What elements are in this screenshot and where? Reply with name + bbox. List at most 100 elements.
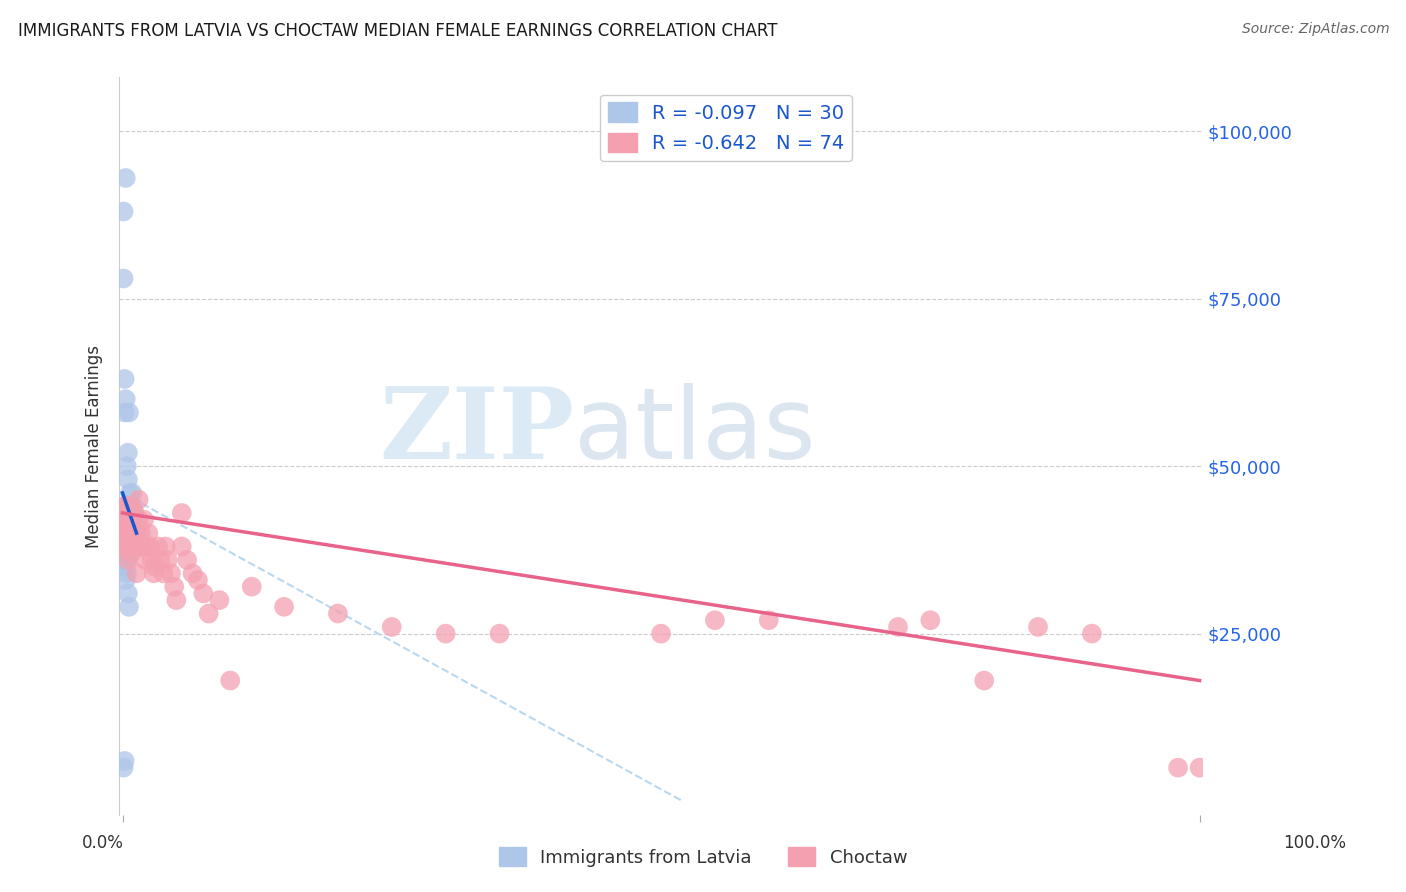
Point xyxy=(112,500,135,514)
Point xyxy=(1167,761,1189,775)
Point xyxy=(156,553,179,567)
Point xyxy=(114,540,136,554)
Point xyxy=(114,500,136,514)
Point xyxy=(120,546,142,560)
Point xyxy=(114,513,136,527)
Point xyxy=(115,500,138,514)
Point xyxy=(114,372,136,386)
Point xyxy=(128,513,150,527)
Point xyxy=(117,506,139,520)
Point xyxy=(114,573,136,587)
Point xyxy=(117,553,139,567)
Point xyxy=(132,513,155,527)
Legend: Immigrants from Latvia, Choctaw: Immigrants from Latvia, Choctaw xyxy=(492,840,914,874)
Point xyxy=(114,540,136,554)
Point xyxy=(187,573,209,587)
Point xyxy=(115,553,138,567)
Point xyxy=(650,626,672,640)
Point xyxy=(125,566,148,581)
Text: atlas: atlas xyxy=(575,383,815,480)
Point xyxy=(146,540,169,554)
Point xyxy=(703,613,725,627)
Point xyxy=(118,405,141,419)
Point xyxy=(118,513,141,527)
Text: ZIP: ZIP xyxy=(380,383,575,480)
Point xyxy=(121,540,143,554)
Point xyxy=(1081,626,1104,640)
Point xyxy=(118,486,141,500)
Point xyxy=(124,506,146,520)
Point xyxy=(129,526,152,541)
Point xyxy=(181,566,204,581)
Point xyxy=(920,613,942,627)
Point xyxy=(117,526,139,541)
Point xyxy=(117,473,139,487)
Point xyxy=(114,754,136,768)
Point xyxy=(758,613,780,627)
Point xyxy=(122,500,145,514)
Point xyxy=(128,540,150,554)
Point xyxy=(138,540,160,554)
Point xyxy=(120,526,142,541)
Point xyxy=(117,586,139,600)
Point xyxy=(114,519,136,533)
Point xyxy=(118,500,141,514)
Point xyxy=(488,626,510,640)
Point xyxy=(163,580,186,594)
Point xyxy=(112,526,135,541)
Point xyxy=(122,519,145,533)
Point xyxy=(122,540,145,554)
Point xyxy=(115,459,138,474)
Point xyxy=(134,553,156,567)
Point xyxy=(120,500,142,514)
Point xyxy=(127,519,149,533)
Point xyxy=(208,593,231,607)
Point xyxy=(112,204,135,219)
Y-axis label: Median Female Earnings: Median Female Earnings xyxy=(86,344,103,548)
Point xyxy=(124,533,146,547)
Point xyxy=(197,607,219,621)
Point xyxy=(114,506,136,520)
Point xyxy=(240,580,263,594)
Point xyxy=(114,171,136,186)
Point xyxy=(149,553,172,567)
Point xyxy=(118,540,141,554)
Point xyxy=(326,607,349,621)
Point xyxy=(170,506,193,520)
Point xyxy=(973,673,995,688)
Point xyxy=(114,559,136,574)
Point xyxy=(112,271,135,285)
Point xyxy=(124,526,146,541)
Point xyxy=(112,761,135,775)
Point xyxy=(887,620,910,634)
Point xyxy=(114,405,136,419)
Text: 0.0%: 0.0% xyxy=(82,834,124,852)
Point xyxy=(124,526,146,541)
Point xyxy=(155,540,177,554)
Point xyxy=(114,392,136,406)
Point xyxy=(165,593,187,607)
Point xyxy=(138,526,160,541)
Point xyxy=(160,566,183,581)
Point xyxy=(141,553,163,567)
Point xyxy=(273,599,295,614)
Point xyxy=(114,540,136,554)
Point xyxy=(434,626,457,640)
Point xyxy=(381,620,404,634)
Point xyxy=(219,673,242,688)
Point xyxy=(124,506,146,520)
Point xyxy=(131,540,153,554)
Point xyxy=(128,492,150,507)
Point xyxy=(115,533,138,547)
Text: IMMIGRANTS FROM LATVIA VS CHOCTAW MEDIAN FEMALE EARNINGS CORRELATION CHART: IMMIGRANTS FROM LATVIA VS CHOCTAW MEDIAN… xyxy=(18,22,778,40)
Point xyxy=(121,486,143,500)
Point xyxy=(1026,620,1049,634)
Point xyxy=(152,566,174,581)
Text: 100.0%: 100.0% xyxy=(1284,834,1346,852)
Point xyxy=(117,446,139,460)
Point xyxy=(112,540,135,554)
Point xyxy=(115,566,138,581)
Point xyxy=(170,540,193,554)
Point xyxy=(118,599,141,614)
Point xyxy=(125,540,148,554)
